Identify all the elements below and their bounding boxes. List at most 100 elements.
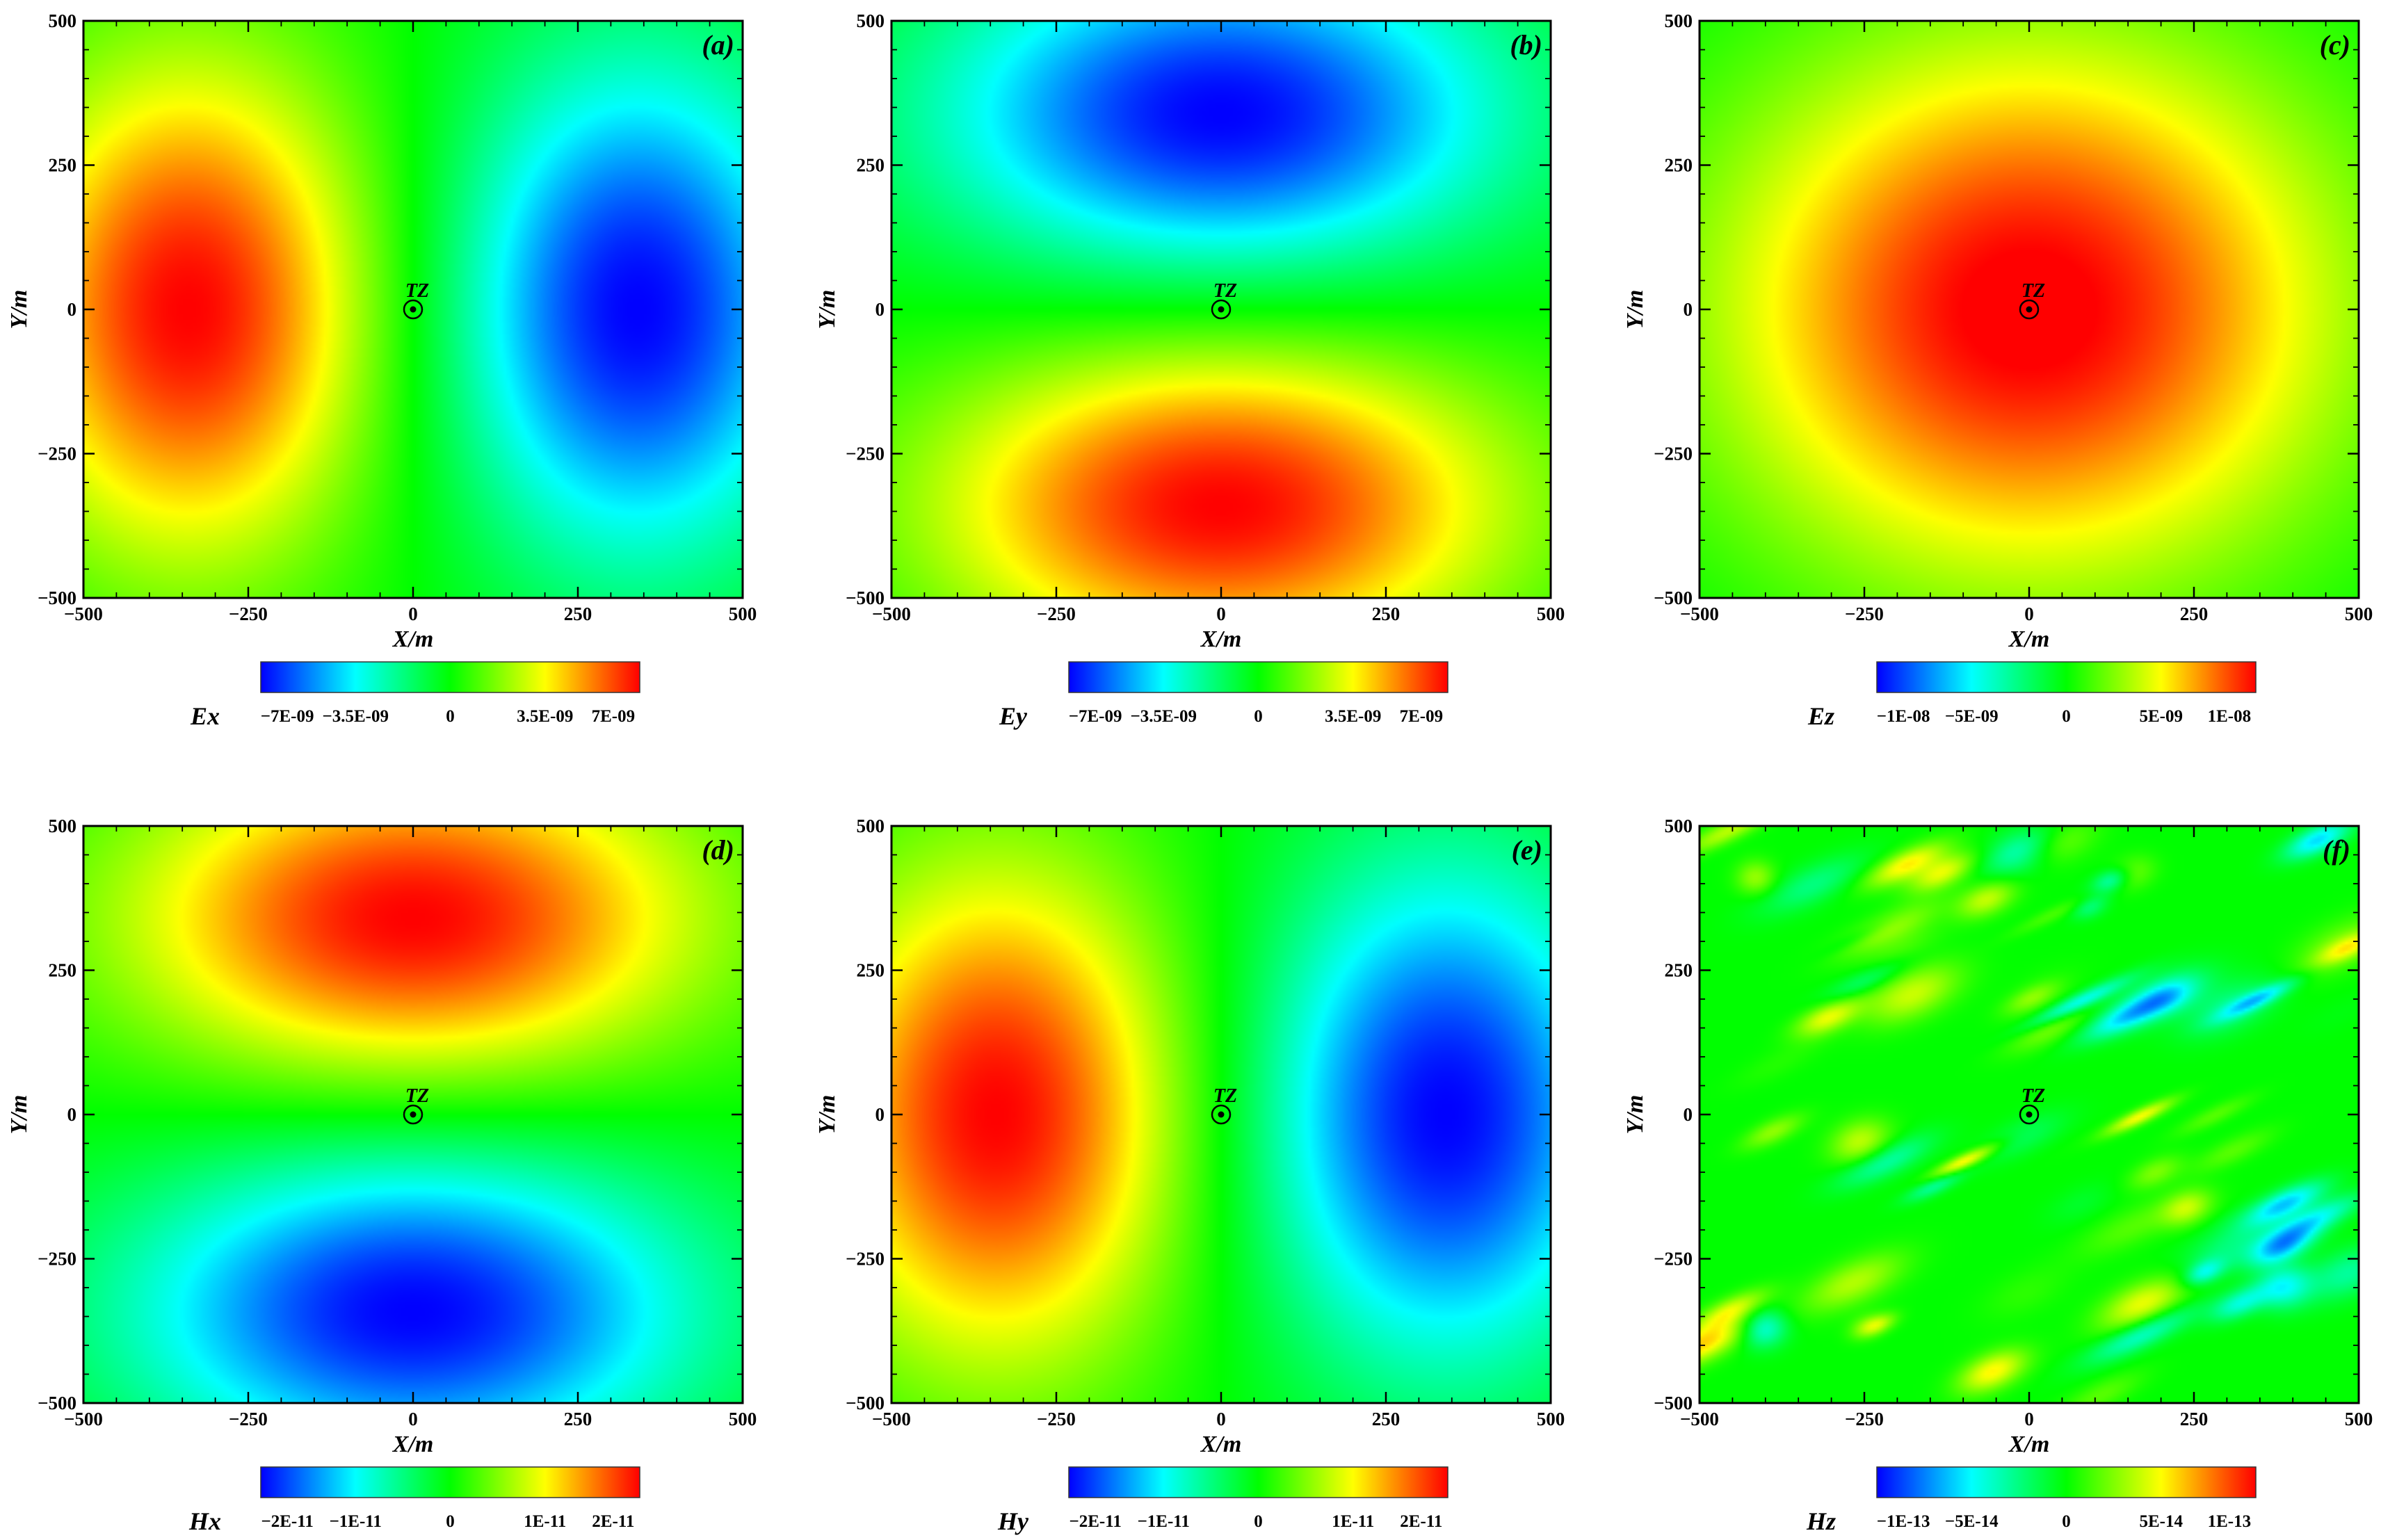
y-tick-label: 250 — [1665, 960, 1693, 981]
panel-label: (a) — [702, 29, 734, 60]
y-tick-label: −500 — [846, 587, 885, 608]
colorbar-label: Ey — [999, 702, 1028, 730]
panel-d: −500−500 −250 −250 0 0 250 250 500 500 X/m Y/m (d) T… — [6, 816, 757, 1535]
colorbar-tick-label: 2E-11 — [1400, 1512, 1442, 1531]
y-tick-label: 500 — [49, 816, 77, 836]
colorbar-tick-label: −5E-14 — [1945, 1512, 1999, 1531]
panel-label: (f) — [2323, 834, 2350, 866]
colorbar-label: Hz — [1806, 1507, 1836, 1535]
x-tick-label: −500 — [64, 603, 103, 624]
colorbar-tick-label: −1E-13 — [1877, 1512, 1930, 1531]
x-tick-label: 500 — [729, 603, 757, 624]
x-tick-label: −250 — [229, 603, 268, 624]
x-axis-label: X/m — [392, 626, 434, 652]
y-tick-label: −500 — [1654, 587, 1693, 608]
x-tick-label: 0 — [408, 1409, 418, 1429]
colorbar-tick-label: 0 — [446, 1512, 455, 1531]
y-tick-label: 250 — [49, 155, 77, 176]
x-tick-label: 500 — [729, 1409, 757, 1429]
tz-marker-ring — [1211, 299, 1232, 320]
y-tick-label: −250 — [1654, 1249, 1693, 1270]
x-axis-label: X/m — [1200, 626, 1242, 652]
colorbar-tick-label: 5E-09 — [2140, 707, 2184, 726]
y-tick-label: 0 — [67, 299, 77, 320]
x-tick-label: 250 — [1372, 1409, 1401, 1429]
x-tick-label: −250 — [1037, 1409, 1076, 1429]
colorbar — [1876, 661, 2257, 693]
colorbar-tick-label: −7E-09 — [261, 707, 314, 726]
colorbar-tick-label: 1E-08 — [2208, 707, 2252, 726]
tz-marker-label: TZ — [1213, 1085, 1237, 1107]
x-axis-label: X/m — [1200, 1432, 1242, 1457]
x-tick-label: 500 — [2345, 1409, 2373, 1429]
colorbar-label: Ex — [190, 702, 220, 730]
x-tick-label: 500 — [2345, 603, 2373, 624]
x-tick-label: −500 — [872, 603, 911, 624]
colorbar — [260, 1466, 640, 1498]
y-tick-label: 500 — [857, 10, 885, 31]
tz-marker-dot — [2026, 1111, 2033, 1118]
x-tick-label: 500 — [1537, 1409, 1565, 1429]
colorbar-tick-label: −2E-11 — [1069, 1512, 1121, 1531]
y-axis-label: Y/m — [6, 1095, 32, 1135]
x-tick-label: −500 — [1680, 1409, 1719, 1429]
colorbar — [1068, 661, 1448, 693]
colorbar-tick-label: 0 — [1254, 707, 1263, 726]
tz-marker-label: TZ — [1213, 280, 1237, 302]
tz-marker-dot — [410, 1111, 417, 1118]
x-tick-label: 250 — [2180, 1409, 2209, 1429]
x-tick-label: −500 — [1680, 603, 1719, 624]
y-axis-label: Y/m — [814, 1095, 840, 1135]
y-tick-label: −250 — [1654, 444, 1693, 464]
colorbar-tick-label: 1E-11 — [1332, 1512, 1374, 1531]
x-axis-label: X/m — [2008, 1432, 2050, 1457]
tz-marker-label: TZ — [405, 280, 429, 302]
panel-a: −500−500 −250 −250 0 0 250 250 500 500 X/m Y/m (a) T… — [6, 10, 757, 730]
y-tick-label: 0 — [1684, 1104, 1693, 1125]
x-tick-label: 500 — [1537, 603, 1565, 624]
tz-marker-ring — [2019, 299, 2040, 320]
tz-marker-label: TZ — [2021, 1085, 2045, 1107]
y-tick-label: 500 — [857, 816, 885, 836]
colorbar-label: Hx — [188, 1507, 221, 1535]
panel-e: −500−500 −250 −250 0 0 250 250 500 500 X/m Y/m (e) T… — [814, 816, 1565, 1535]
x-tick-label: 0 — [1216, 1409, 1226, 1429]
tz-marker-dot — [1218, 306, 1225, 313]
y-tick-label: 0 — [1684, 299, 1693, 320]
x-tick-label: −500 — [872, 1409, 911, 1429]
x-tick-label: 250 — [1372, 603, 1401, 624]
colorbar-tick-label: −3.5E-09 — [323, 707, 389, 726]
y-tick-label: −250 — [846, 444, 885, 464]
x-tick-label: 0 — [1216, 603, 1226, 624]
y-tick-label: 500 — [1665, 10, 1693, 31]
colorbar-tick-label: −1E-11 — [1138, 1512, 1190, 1531]
x-tick-label: 250 — [564, 1409, 592, 1429]
y-axis-label: Y/m — [1622, 290, 1648, 330]
colorbar-tick-label: 7E-09 — [592, 707, 636, 726]
y-tick-label: 0 — [875, 299, 885, 320]
y-tick-label: −500 — [846, 1393, 885, 1413]
tz-marker-ring — [403, 299, 423, 320]
tz-marker-dot — [1218, 1111, 1225, 1118]
colorbar-tick-label: 5E-14 — [2140, 1512, 2184, 1531]
y-tick-label: 250 — [857, 960, 885, 981]
x-axis-label: X/m — [2008, 626, 2050, 652]
x-tick-label: −250 — [1845, 1409, 1884, 1429]
x-tick-label: 0 — [408, 603, 418, 624]
colorbar-tick-label: 0 — [2062, 707, 2071, 726]
tz-marker-ring — [2019, 1104, 2040, 1125]
tz-marker-dot — [2026, 306, 2033, 313]
colorbar-label: Hy — [997, 1507, 1029, 1535]
y-tick-label: 0 — [875, 1104, 885, 1125]
panel-b: −500−500 −250 −250 0 0 250 250 500 500 X/m Y/m (b) T… — [814, 10, 1565, 730]
y-tick-label: −500 — [38, 1393, 76, 1413]
panel-label: (e) — [1512, 834, 1542, 866]
y-tick-label: 250 — [857, 155, 885, 176]
tz-marker-label: TZ — [2021, 280, 2045, 302]
x-tick-label: 0 — [2024, 603, 2034, 624]
y-tick-label: 250 — [49, 960, 77, 981]
y-tick-label: −250 — [38, 1249, 76, 1270]
x-axis-label: X/m — [392, 1432, 434, 1457]
tz-marker-label: TZ — [405, 1085, 429, 1107]
